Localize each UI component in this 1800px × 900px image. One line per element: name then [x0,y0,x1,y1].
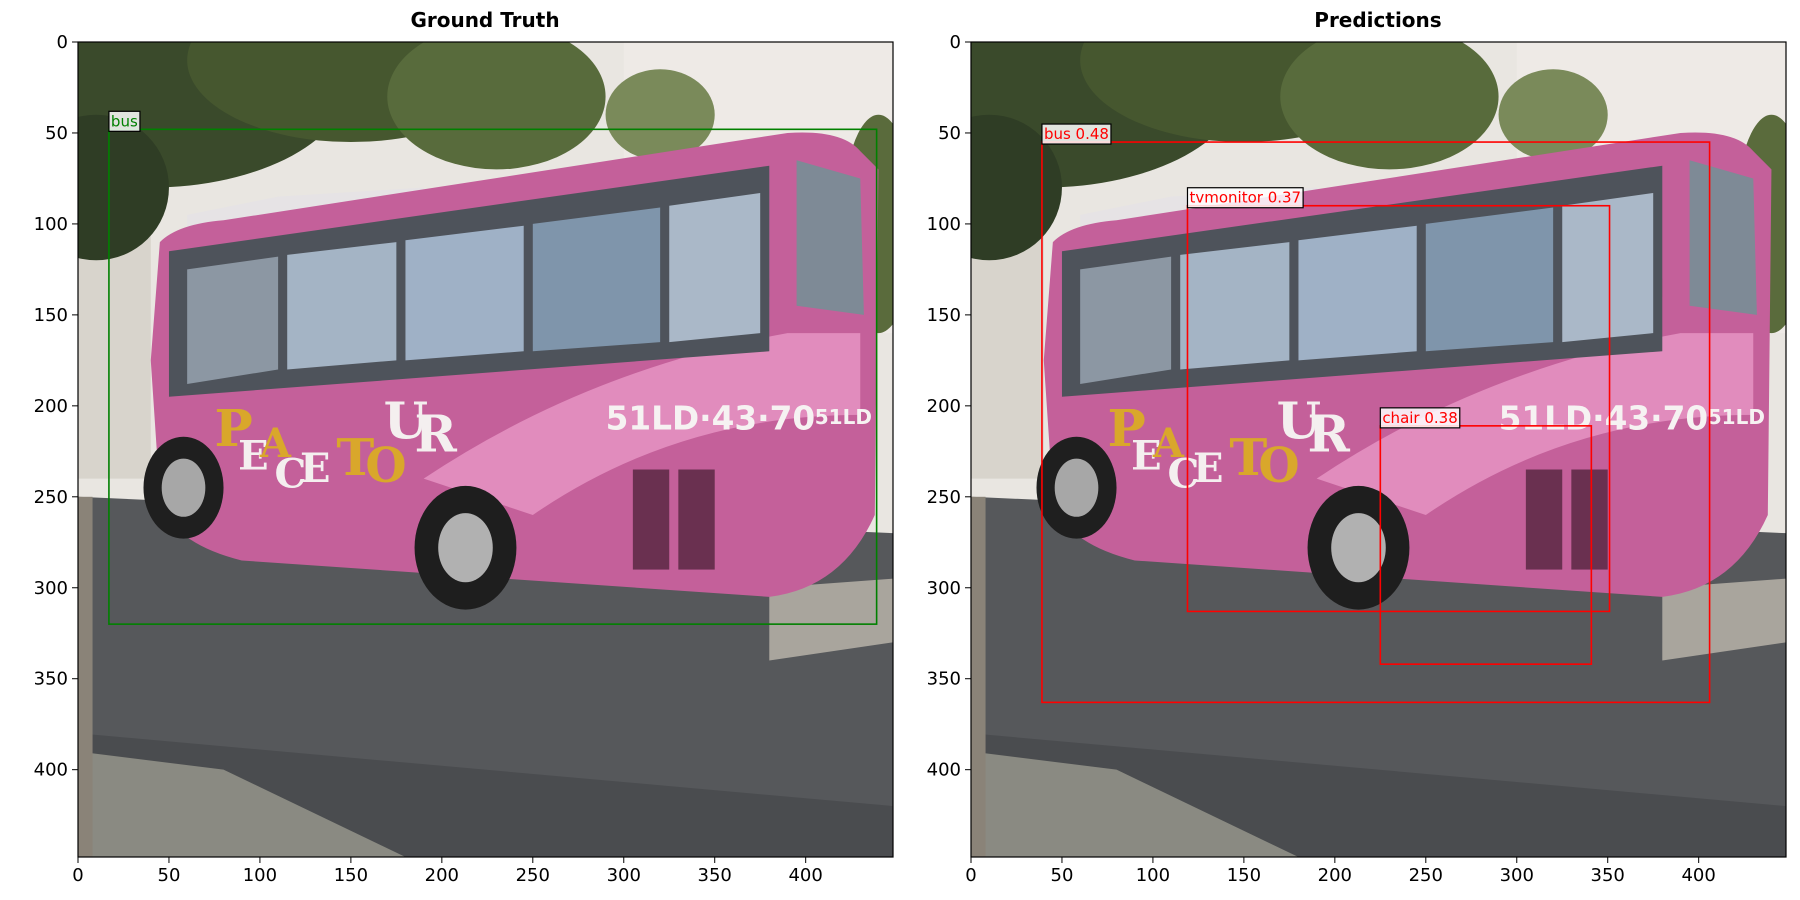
axes-frame [77,41,894,858]
y-tick-label: 300 [34,578,68,599]
x-tick-label: 50 [1051,865,1074,886]
x-tick-label: 300 [1500,865,1534,886]
bounding-box [108,128,878,625]
x-tick-label: 150 [334,865,368,886]
y-tick-label: 200 [927,396,961,417]
box-label-background [108,110,141,132]
box-label-text: bus [111,112,138,130]
y-tick-label: 100 [927,214,961,235]
axes-frame [970,41,1787,858]
panel-title-predictions: Predictions [1314,8,1441,32]
bounding-box [1379,425,1593,665]
x-tick-label: 200 [1318,865,1352,886]
x-tick-label: 50 [158,865,181,886]
box-label: bus 0.48 [1041,123,1112,145]
bounding-box [1186,204,1611,613]
x-tick-label: 150 [1227,865,1261,886]
box-label-background [1041,123,1112,145]
y-tick-label: 400 [34,760,68,781]
box-label-text: chair 0.38 [1382,409,1457,427]
y-tick-label: 0 [950,32,961,53]
panel-ground-truth: 0 50 100 150 200 250 300 350 400 0 50 100 150 200 250 3… [34,32,894,886]
panel-predictions: 0 50 100 150 200 250 300 350 400 0 50 100 150 200 250 3… [927,32,1787,886]
box-label: tvmonitor 0.37 [1186,187,1304,209]
photo [971,42,1786,857]
bounding-box [1041,141,1711,704]
x-tick-label: 350 [698,865,732,886]
panel-title-ground-truth: Ground Truth [410,8,559,32]
box-label-background [1186,187,1304,209]
y-tick-label: 50 [45,123,68,144]
box-label: bus [108,110,141,132]
x-tick-label: 200 [425,865,459,886]
x-tick-label: 250 [516,865,550,886]
x-tick-label: 400 [788,865,822,886]
y-tick-label: 250 [927,487,961,508]
y-tick-label: 250 [34,487,68,508]
y-tick-label: 200 [34,396,68,417]
x-tick-label: 0 [72,865,83,886]
x-tick-label: 100 [1136,865,1170,886]
y-tick-label: 150 [927,305,961,326]
y-tick-label: 350 [34,669,68,690]
y-tick-label: 350 [927,669,961,690]
y-tick-label: 150 [34,305,68,326]
box-label-background [1379,407,1461,429]
y-tick-label: 100 [34,214,68,235]
x-tick-label: 100 [243,865,277,886]
x-tick-label: 0 [965,865,976,886]
box-label-text: tvmonitor 0.37 [1189,189,1301,207]
box-label: chair 0.38 [1379,407,1461,429]
x-tick-label: 250 [1409,865,1443,886]
y-tick-label: 300 [927,578,961,599]
x-tick-label: 400 [1681,865,1715,886]
y-tick-label: 0 [57,32,68,53]
box-label-text: bus 0.48 [1044,125,1109,143]
x-tick-label: 350 [1591,865,1625,886]
y-tick-label: 400 [927,760,961,781]
y-tick-label: 50 [938,123,961,144]
x-tick-label: 300 [607,865,641,886]
